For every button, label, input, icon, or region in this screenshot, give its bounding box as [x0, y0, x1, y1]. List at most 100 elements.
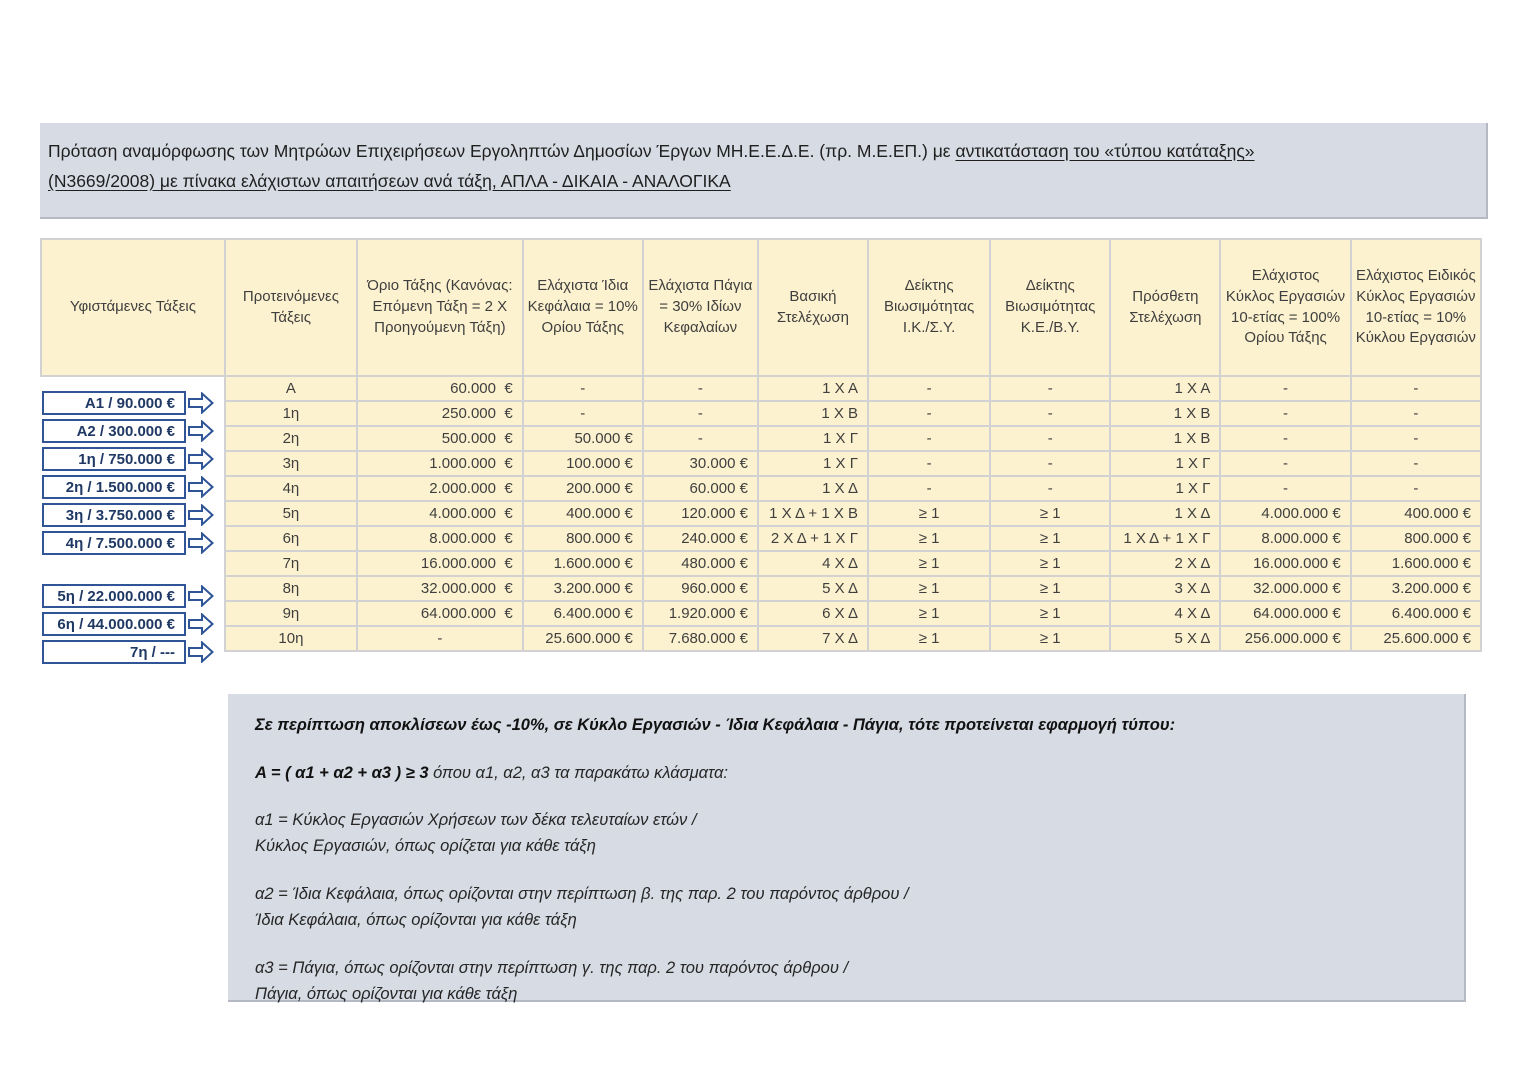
table-cell: 1 Χ Δ — [1109, 500, 1222, 527]
table-cell: - — [641, 375, 759, 402]
legacy-class-box: 7η / --- — [42, 640, 186, 664]
requirements-table: Υφιστάμενες Τάξεις Προτεινόμενες Τάξεις Όρ… — [40, 238, 1483, 652]
table-cell: 1 Χ Δ + 1 Χ Γ — [1109, 525, 1222, 552]
table-cell: 6.400.000 € — [521, 600, 644, 627]
table-cell: 240.000 € — [641, 525, 759, 552]
table-cell: - — [1219, 425, 1352, 452]
table-cell: ≥ 1 — [989, 500, 1112, 527]
arrow-right-icon — [188, 420, 214, 442]
table-cell: Α — [223, 375, 359, 402]
table-cell: ≥ 1 — [866, 575, 992, 602]
table-row: 7η 16.000.000 €1.600.000 €480.000 €4 Χ Δ ≥… — [41, 550, 1483, 577]
table-cell: ≥ 1 — [989, 525, 1112, 552]
table-cell: 800.000 € — [521, 525, 644, 552]
notes-formula-line: Α = ( α1 + α2 + α3 ) ≥ 3 όπου α1, α2, α3… — [255, 764, 1434, 783]
column-header-4: Ελάχιστα Πάγια = 30% Ιδίων Κεφαλαίων — [641, 238, 759, 377]
table-cell: 1 Χ Β — [1109, 425, 1222, 452]
table-row: 4η 2.000.000 €200.000 €60.000 €1 Χ Δ--1 Χ… — [41, 475, 1483, 502]
table-cell: 7 Χ Δ — [756, 625, 870, 652]
arrow-right-icon — [188, 532, 214, 554]
table-cell: 1 Χ Γ — [756, 425, 870, 452]
table-cell: 25.600.000 € — [521, 625, 644, 652]
table-cell: ≥ 1 — [989, 625, 1112, 652]
table-cell: - — [1349, 375, 1483, 402]
table-cell: 100.000 € — [521, 450, 644, 477]
arrow-right-icon — [188, 641, 214, 663]
table-cell: 1 Χ Γ — [1109, 475, 1222, 502]
table-cell: 1 Χ Δ — [756, 475, 870, 502]
column-header-2: Όριο Τάξης (Κανόνας: Επόμενη Τάξη = 2 Χ … — [356, 238, 524, 377]
arrow-right-icon — [188, 504, 214, 526]
table-cell: - — [866, 375, 992, 402]
table-cell: 400.000 € — [1349, 500, 1483, 527]
column-header-8: Πρόσθετη Στελέχωση — [1109, 238, 1222, 377]
table-cell: - — [866, 425, 992, 452]
column-header-9: Ελάχιστος Κύκλος Εργασιών 10-ετίας = 100… — [1219, 238, 1352, 377]
fraction-definition: α1 = Κύκλος Εργασιών Χρήσεων των δέκα τε… — [255, 811, 697, 855]
table-cell: 960.000 € — [641, 575, 759, 602]
column-header-5: Βασική Στελέχωση — [756, 238, 870, 377]
table-cell: 8η — [223, 575, 359, 602]
table-cell: - — [356, 625, 524, 652]
table-cell: - — [521, 375, 644, 402]
fraction-definitions: α1 = Κύκλος Εργασιών Χρήσεων των δέκα τε… — [255, 807, 1434, 1007]
table-cell: - — [1349, 400, 1483, 427]
table-cell: - — [989, 475, 1112, 502]
table-cell: 200.000 € — [521, 475, 644, 502]
table-cell: 1 Χ Β — [1109, 400, 1222, 427]
table-cell: - — [1219, 450, 1352, 477]
table-body: Α 60.000 € - -1 Χ Α--1 Χ Α - -1η 250.000 € - -1 … — [41, 375, 1483, 652]
page-title: Πρόταση αναμόρφωσης των Μητρώων Επιχειρή… — [40, 123, 1486, 196]
table-cell: 4η — [223, 475, 359, 502]
table-cell: 4.000.000 € — [356, 500, 524, 527]
notes-intro-line: Σε περίπτωση αποκλίσεων έως -10%, σε Κύκ… — [255, 716, 1176, 734]
table-cell: 256.000.000 € — [1219, 625, 1352, 652]
table-cell: - — [521, 400, 644, 427]
table-cell: 7η — [223, 550, 359, 577]
table-cell: - — [1349, 475, 1483, 502]
table-cell: 64.000.000 € — [1219, 600, 1352, 627]
table-cell: 5η — [223, 500, 359, 527]
table-cell: 1 Χ Α — [1109, 375, 1222, 402]
table-cell: - — [866, 400, 992, 427]
column-header-3: Ελάχιστα Ίδια Κεφάλαια = 10% Ορίου Τάξης — [521, 238, 644, 377]
table-cell: 5 Χ Δ — [1109, 625, 1222, 652]
table-cell: 6.400.000 € — [1349, 600, 1483, 627]
table-cell: - — [989, 400, 1112, 427]
document-title-block: Πρόταση αναμόρφωσης των Μητρώων Επιχειρή… — [40, 123, 1488, 219]
table-cell: 1.600.000 € — [1349, 550, 1483, 577]
table-row: Α 60.000 € - -1 Χ Α--1 Χ Α-- — [41, 375, 1483, 402]
table-cell: 120.000 € — [641, 500, 759, 527]
table-cell: - — [989, 450, 1112, 477]
table-cell: 64.000.000 € — [356, 600, 524, 627]
table-cell: 1 Χ Γ — [756, 450, 870, 477]
table-cell: 16.000.000 € — [356, 550, 524, 577]
arrow-right-icon — [188, 613, 214, 635]
table-cell: 1.920.000 € — [641, 600, 759, 627]
arrow-right-icon — [188, 448, 214, 470]
table-cell: ≥ 1 — [989, 550, 1112, 577]
formula-bold-part: Α = ( α1 + α2 + α3 ) ≥ 3 — [255, 764, 429, 782]
table-cell: 10η — [223, 625, 359, 652]
table-cell: 480.000 € — [641, 550, 759, 577]
table-cell: 8.000.000 € — [356, 525, 524, 552]
fraction-definition: α3 = Πάγια, όπως ορίζονται στην περίπτωσ… — [255, 959, 849, 1003]
table-cell: - — [1219, 375, 1352, 402]
table-cell: 2 Χ Δ — [1109, 550, 1222, 577]
table-cell: 3η — [223, 450, 359, 477]
table-row: 2η 500.000 €50.000 € -1 Χ Γ--1 Χ Β-- — [41, 425, 1483, 452]
legacy-class-box: 4η / 7.500.000 € — [42, 531, 186, 555]
legacy-class-box: Α2 / 300.000 € — [42, 419, 186, 443]
legacy-class-box: 6η / 44.000.000 € — [42, 612, 186, 636]
table-cell: 1 Χ Α — [756, 375, 870, 402]
table-row: 3η 1.000.000 €100.000 €30.000 €1 Χ Γ--1 Χ… — [41, 450, 1483, 477]
table-cell: 50.000 € — [521, 425, 644, 452]
table-cell: 6η — [223, 525, 359, 552]
legacy-class-box: 1η / 750.000 € — [42, 447, 186, 471]
title-underlined-part-1: αντικατάσταση του «τύπου κατάταξης» — [955, 141, 1255, 161]
arrow-right-icon — [188, 392, 214, 414]
table-cell: ≥ 1 — [866, 525, 992, 552]
table-cell: 1η — [223, 400, 359, 427]
